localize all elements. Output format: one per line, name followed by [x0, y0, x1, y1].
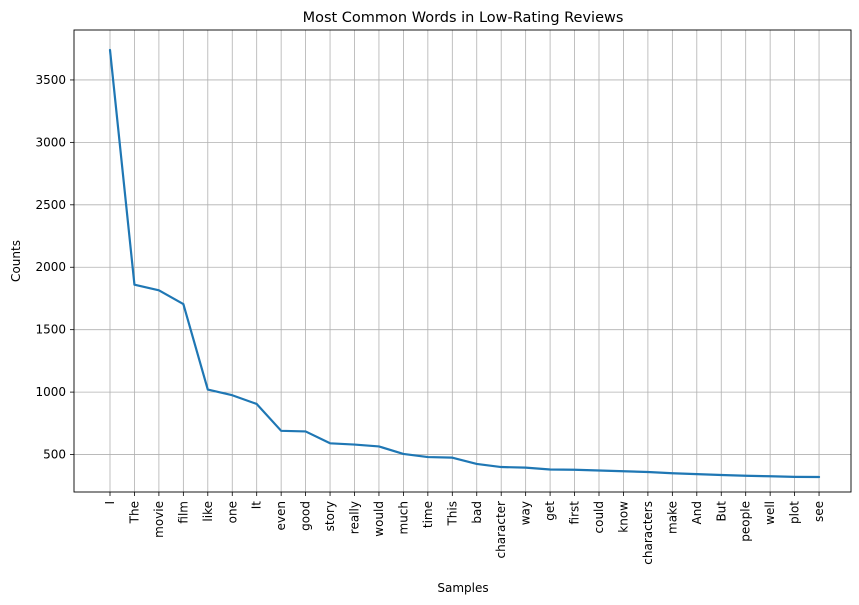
x-tick-label: plot — [788, 501, 802, 524]
x-tick-label: good — [299, 501, 313, 531]
y-tick-label: 2500 — [35, 198, 66, 212]
plot-frame — [73, 29, 852, 493]
x-tick-label: well — [763, 501, 777, 525]
x-tick-label: get — [543, 501, 557, 521]
x-axis-label: Samples — [437, 581, 488, 595]
grid-layer — [74, 30, 851, 492]
x-tick-label: could — [592, 501, 606, 534]
x-tick-label: would — [372, 501, 386, 537]
x-tick-label: even — [274, 501, 288, 530]
x-tick-label: really — [348, 501, 362, 534]
y-tick-label: 3000 — [35, 135, 66, 149]
y-tick-label: 3500 — [35, 73, 66, 87]
x-tick-label: time — [421, 501, 435, 528]
x-tick-label: make — [665, 501, 679, 534]
y-tick-label: 500 — [43, 448, 66, 462]
x-tick-label: character — [494, 501, 508, 559]
x-tick-label: characters — [641, 501, 655, 565]
y-tick-label: 1500 — [35, 323, 66, 337]
x-tick-label: story — [323, 501, 337, 531]
x-tick-label: know — [616, 501, 630, 533]
y-axis-label: Counts — [9, 240, 23, 282]
x-tick-label: I — [103, 501, 117, 505]
x-tick-label: The — [127, 501, 141, 524]
series-layer — [108, 48, 821, 479]
y-tick-label: 2000 — [35, 260, 66, 274]
x-tick-label: film — [176, 501, 190, 524]
x-tick-label: bad — [470, 501, 484, 524]
x-tick-label: But — [714, 501, 728, 522]
series-line — [108, 48, 821, 479]
x-tick-label: like — [201, 501, 215, 522]
y-tick-layer: 500 1000 1500 2000 2500 3000 3500 — [35, 73, 74, 462]
x-tick-label: way — [519, 501, 533, 525]
x-tick-label: It — [250, 501, 264, 510]
y-tick-label: 1000 — [35, 385, 66, 399]
x-tick-label: one — [225, 501, 239, 523]
x-tick-label: see — [812, 501, 826, 522]
x-tick-label: people — [739, 501, 753, 542]
x-tick-layer: I The movie film like one It even good story reall… — [103, 492, 826, 565]
x-tick-label: movie — [152, 501, 166, 538]
x-tick-label: first — [568, 501, 582, 525]
x-tick-label: And — [690, 501, 704, 524]
chart-title: Most Common Words in Low-Rating Reviews — [303, 10, 624, 26]
x-tick-label: much — [396, 501, 410, 535]
x-tick-label: This — [445, 501, 459, 527]
